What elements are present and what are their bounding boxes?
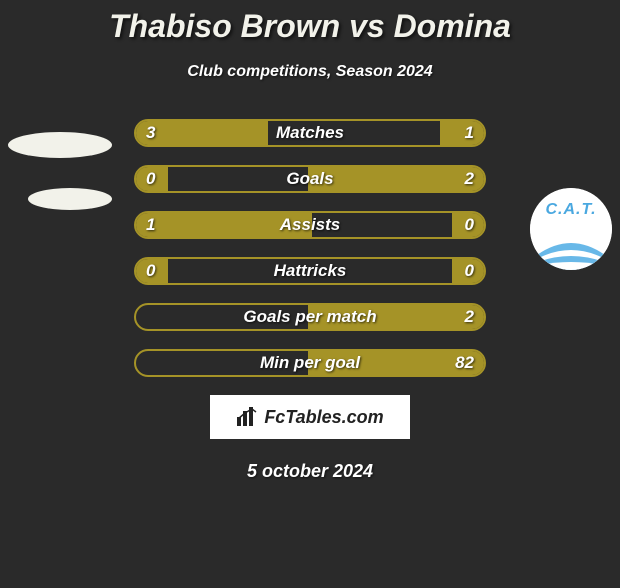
stat-fill-left bbox=[136, 121, 268, 145]
stat-value-right: 2 bbox=[465, 307, 474, 327]
stat-value-left: 0 bbox=[146, 261, 155, 281]
stat-row: 3 Matches 1 bbox=[134, 119, 486, 147]
stat-label: Hattricks bbox=[274, 261, 347, 281]
stat-value-left: 3 bbox=[146, 123, 155, 143]
stat-label: Min per goal bbox=[260, 353, 360, 373]
fctables-logo-icon bbox=[236, 407, 258, 427]
stat-value-right: 0 bbox=[465, 261, 474, 281]
stat-row: 0 Hattricks 0 bbox=[134, 257, 486, 285]
stat-row: 1 Assists 0 bbox=[134, 211, 486, 239]
stat-value-right: 82 bbox=[455, 353, 474, 373]
stat-row: 0 Goals 2 bbox=[134, 165, 486, 193]
stat-value-left: 0 bbox=[146, 169, 155, 189]
stat-label: Assists bbox=[280, 215, 340, 235]
fctables-watermark: FcTables.com bbox=[210, 395, 410, 439]
comparison-chart: 3 Matches 1 0 Goals 2 1 Assists 0 0 Hattricks 0 Goal… bbox=[0, 119, 620, 377]
stat-row: Goals per match 2 bbox=[134, 303, 486, 331]
stat-fill-right bbox=[308, 167, 484, 191]
subtitle: Club competitions, Season 2024 bbox=[0, 63, 620, 81]
stat-label: Goals bbox=[286, 169, 333, 189]
stat-label: Goals per match bbox=[243, 307, 376, 327]
stat-label: Matches bbox=[276, 123, 344, 143]
stat-value-right: 1 bbox=[465, 123, 474, 143]
date: 5 october 2024 bbox=[0, 461, 620, 482]
stat-value-right: 2 bbox=[465, 169, 474, 189]
stat-value-left: 1 bbox=[146, 215, 155, 235]
fctables-label: FcTables.com bbox=[264, 407, 383, 428]
stat-row: Min per goal 82 bbox=[134, 349, 486, 377]
stat-fill-right bbox=[440, 121, 484, 145]
page-title: Thabiso Brown vs Domina bbox=[0, 8, 620, 45]
stat-value-right: 0 bbox=[465, 215, 474, 235]
